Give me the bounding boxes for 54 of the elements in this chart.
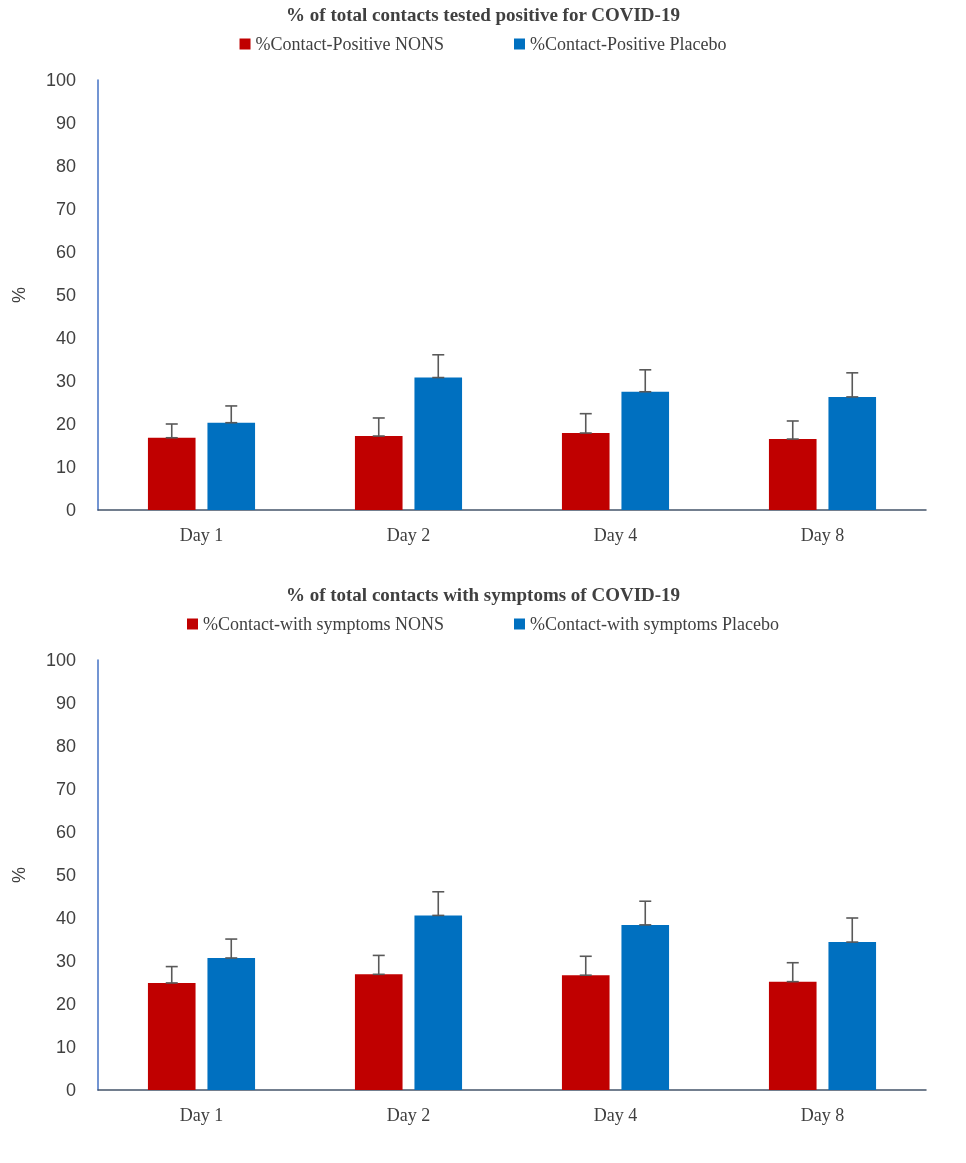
y-tick-label: 10 [55,1037,76,1057]
x-tick-label: Day 2 [386,525,431,545]
bar [768,981,817,1090]
y-tick-label: 60 [55,822,76,842]
y-tick-label: 20 [55,994,76,1014]
y-tick-label: 70 [55,779,76,799]
chart-title: % of total contacts with symptoms of COVID-19 [285,584,681,605]
bar [561,975,610,1090]
bar [147,437,196,510]
bar [207,957,256,1090]
bar [354,974,403,1090]
x-tick-label: Day 8 [800,1105,845,1125]
y-tick-label: 50 [55,865,76,885]
y-tick-label: 30 [55,371,76,391]
y-tick-label: 10 [55,457,76,477]
bar [147,982,196,1090]
y-tick-label: 70 [55,199,76,219]
bar [828,396,877,510]
bar [414,377,463,510]
bar [768,439,817,510]
legend-label: %Contact-with symptoms NONS [203,614,445,634]
x-tick-label: Day 1 [179,1105,224,1125]
x-tick-label: Day 2 [386,1105,431,1125]
legend-label: %Contact-Positive Placebo [530,34,727,54]
bar [621,391,670,510]
x-tick-label: Day 4 [593,1105,638,1125]
y-tick-label: 50 [55,285,76,305]
bar [828,942,877,1090]
y-tick-label: 0 [65,1080,76,1100]
y-tick-label: 30 [55,951,76,971]
y-axis-title: % [9,286,29,304]
y-tick-label: 40 [55,908,76,928]
x-tick-label: Day 4 [593,525,638,545]
y-tick-label: 90 [55,693,76,713]
bar [621,924,670,1090]
y-tick-label: 40 [55,328,76,348]
y-tick-label: 80 [55,736,76,756]
x-tick-label: Day 8 [800,525,845,545]
bar [354,436,403,510]
bar [207,422,256,510]
bar [414,915,463,1090]
bar [561,433,610,510]
y-tick-label: 90 [55,113,76,133]
chart-title: % of total contacts tested positive for COVID-19 [286,4,680,25]
y-axis-title: % [9,866,29,884]
y-tick-label: 0 [65,500,76,520]
legend-label: %Contact-Positive NONS [255,34,445,54]
x-tick-label: Day 1 [179,525,224,545]
y-tick-label: 100 [45,650,76,670]
y-tick-label: 100 [45,70,76,90]
y-tick-label: 60 [55,242,76,262]
legend-label: %Contact-with symptoms Placebo [530,614,779,634]
y-tick-label: 80 [55,156,76,176]
y-tick-label: 20 [55,414,76,434]
